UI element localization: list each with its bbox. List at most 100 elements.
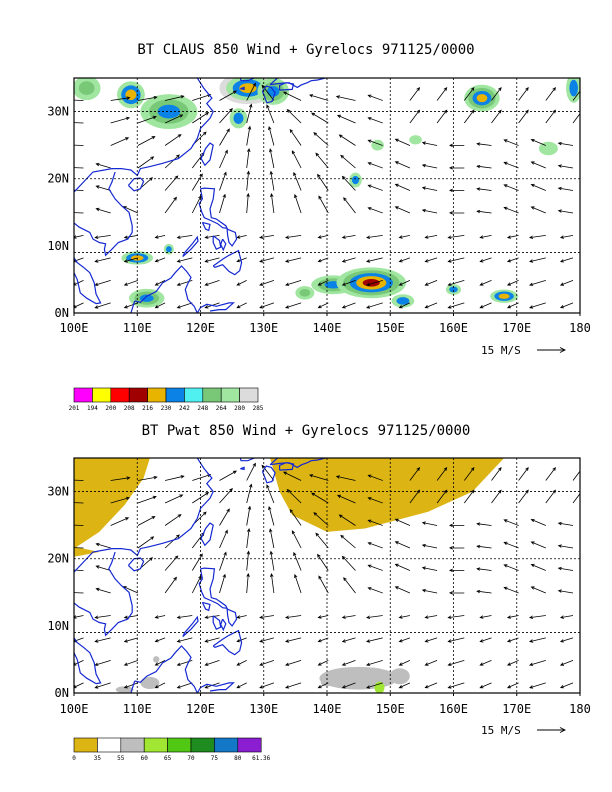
- y-tick-label: 0N: [55, 306, 69, 320]
- wind-vector: [123, 280, 139, 286]
- wind-vector: [268, 506, 275, 526]
- wind-vector: [424, 257, 438, 263]
- colorbar-swatch: [97, 737, 122, 753]
- wind-vector: [447, 257, 465, 263]
- wind-vector: [367, 519, 383, 526]
- coastline: [127, 177, 145, 192]
- coastline: [201, 221, 211, 232]
- wind-vector: [341, 302, 356, 309]
- panel2-title: BT Pwat 850 Wind + Gyrelocs 971125/0000: [141, 423, 471, 439]
- wind-vector: [291, 150, 302, 169]
- wind-vector: [282, 471, 302, 481]
- wind-vector: [137, 156, 155, 169]
- pwat-55-region: [389, 668, 410, 685]
- wind-vector: [436, 109, 448, 124]
- wind-vector: [246, 192, 250, 214]
- coastline: [182, 235, 199, 258]
- wind-vector: [479, 682, 492, 689]
- wind-vector: [528, 235, 546, 239]
- colorbar-label: 285: [253, 405, 264, 412]
- coastline: [269, 458, 279, 466]
- wind-vector: [246, 462, 256, 481]
- wind-vector: [293, 171, 302, 191]
- wind-vector: [204, 615, 220, 619]
- wind-vector: [491, 86, 502, 101]
- wind-vector: [74, 167, 84, 169]
- coastline: [182, 615, 199, 638]
- wind-vector: [341, 615, 356, 619]
- wind-vector: [530, 206, 546, 214]
- wind-vector: [284, 302, 302, 309]
- wind-vector: [137, 495, 157, 504]
- wind-vector: [479, 257, 492, 263]
- wind-vector: [246, 82, 256, 101]
- y-tick-label: 0N: [55, 686, 69, 700]
- wind-vector: [367, 474, 383, 481]
- wind-vector: [421, 521, 438, 526]
- wind-vector: [367, 587, 383, 594]
- colorbar-label: 200: [105, 405, 116, 412]
- coastline: [220, 238, 227, 252]
- wind-vector: [394, 518, 411, 526]
- y-tick-label: 10N: [47, 239, 69, 253]
- wind-vector: [269, 528, 275, 549]
- wind-vector: [503, 586, 519, 594]
- colorbar-swatch: [237, 737, 262, 753]
- vector-scale-arrow: [537, 727, 567, 733]
- wind-vector: [559, 302, 574, 309]
- wind-vector: [341, 280, 356, 286]
- wind-vector: [204, 235, 220, 239]
- wind-vector: [164, 154, 180, 169]
- x-tick-label: 130E: [249, 702, 278, 716]
- wind-vector: [572, 88, 580, 101]
- wind-vector: [398, 235, 410, 239]
- wind-vector: [479, 235, 492, 239]
- wind-vector: [449, 568, 465, 573]
- wind-vector: [341, 682, 356, 689]
- wind-vector: [476, 187, 492, 191]
- wind-vector: [436, 489, 448, 504]
- wind-vector: [192, 492, 210, 504]
- wind-vector: [447, 660, 465, 666]
- wind-vector: [506, 660, 519, 666]
- wind-vector: [236, 637, 247, 643]
- wind-vector: [123, 682, 139, 689]
- wind-vector: [529, 682, 546, 689]
- coastline: [198, 567, 229, 610]
- wind-vector: [530, 139, 546, 146]
- coastline: [240, 86, 245, 91]
- colorbar-swatch: [73, 737, 98, 753]
- x-tick-label: 160E: [439, 321, 468, 335]
- wind-vector: [506, 280, 519, 286]
- wind-vector: [463, 86, 475, 101]
- wind-vector: [503, 519, 519, 526]
- wind-vector: [219, 90, 237, 101]
- colorbar-swatch: [214, 737, 239, 753]
- wind-vector: [479, 660, 492, 666]
- wind-vector: [95, 565, 111, 571]
- wind-vector: [528, 615, 546, 619]
- wind-vector: [95, 587, 111, 594]
- wind-vector: [176, 235, 193, 239]
- wind-vector: [204, 637, 220, 643]
- wind-vector: [518, 489, 529, 504]
- wind-vector: [447, 615, 465, 619]
- colorbar-label: 230: [161, 405, 172, 412]
- wind-vector: [447, 235, 465, 239]
- wind-vector: [491, 466, 502, 481]
- colorbar-label: 80: [234, 755, 242, 762]
- wind-vector: [338, 514, 356, 526]
- cloud-top-region: [157, 104, 181, 119]
- cloud-top-region: [351, 175, 360, 185]
- cloud-top-region: [267, 86, 280, 97]
- wind-vector: [110, 517, 130, 526]
- coastline: [74, 257, 102, 305]
- wind-vector: [447, 280, 465, 286]
- wind-vector: [74, 479, 84, 481]
- coastline: [74, 551, 133, 637]
- wind-vector: [74, 682, 84, 689]
- vector-scale-label: 15 M/S: [481, 344, 521, 357]
- wind-vector: [367, 564, 383, 571]
- wind-vector: [259, 637, 275, 643]
- wind-vector: [315, 152, 329, 169]
